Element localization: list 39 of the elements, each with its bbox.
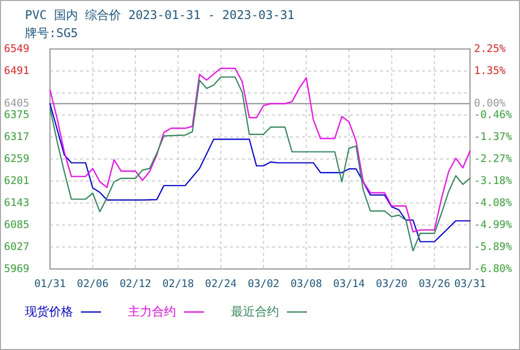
y-tick-label: 6405: [4, 97, 30, 110]
y-tick-label: 6317: [4, 130, 30, 143]
y2-tick-label: -3.18%: [474, 174, 513, 187]
legend-label: 主力合约: [128, 304, 176, 318]
y-tick-label: 6491: [4, 64, 30, 77]
x-tick-label: 01/31: [34, 278, 66, 290]
y2-tick-label: -4.99%: [474, 218, 513, 231]
y2-tick-label: -4.08%: [474, 196, 513, 209]
y-tick-label: 6549: [4, 42, 30, 55]
line-series: [49, 103, 471, 242]
legend-label: 最近合约: [231, 304, 279, 318]
y-tick-label: 6143: [4, 196, 30, 209]
legend-label: 现货价格: [25, 304, 73, 318]
y-tick-label: 5969: [4, 262, 30, 275]
x-tick-label: 03/20: [376, 278, 408, 290]
y2-tick-label: -2.27%: [474, 152, 513, 165]
y2-tick-label: 0.00%: [474, 98, 506, 110]
chart-title: PVC 国内 综合价 2023-01-31 - 2023-03-31: [25, 8, 295, 22]
y2-tick-label: -5.89%: [474, 240, 513, 253]
x-tick-label: 03/31: [454, 278, 486, 290]
y2-tick-label: -0.46%: [474, 108, 513, 121]
x-tick-label: 02/12: [120, 278, 152, 290]
x-tick-label: 02/18: [162, 278, 194, 290]
y-tick-label: 6201: [4, 174, 30, 187]
x-tick-label: 03/02: [248, 278, 280, 290]
x-tick-label: 03/14: [333, 278, 365, 290]
y2-tick-label: -1.37%: [474, 130, 513, 143]
x-tick-label: 03/26: [418, 278, 450, 290]
y2-tick-label: -6.80%: [474, 262, 513, 275]
y-tick-label: 6085: [4, 218, 30, 231]
chart-subtitle: 牌号:SG5: [25, 26, 78, 40]
x-tick-label: 02/24: [205, 278, 237, 290]
y-tick-label: 6259: [4, 152, 30, 165]
y-tick-label: 6027: [4, 240, 30, 253]
y2-tick-label: 2.25%: [474, 42, 506, 55]
y2-tick-label: 1.35%: [474, 64, 506, 77]
x-tick-label: 02/06: [76, 278, 109, 290]
x-tick-label: 03/08: [290, 278, 322, 290]
y-tick-label: 6375: [4, 108, 30, 121]
